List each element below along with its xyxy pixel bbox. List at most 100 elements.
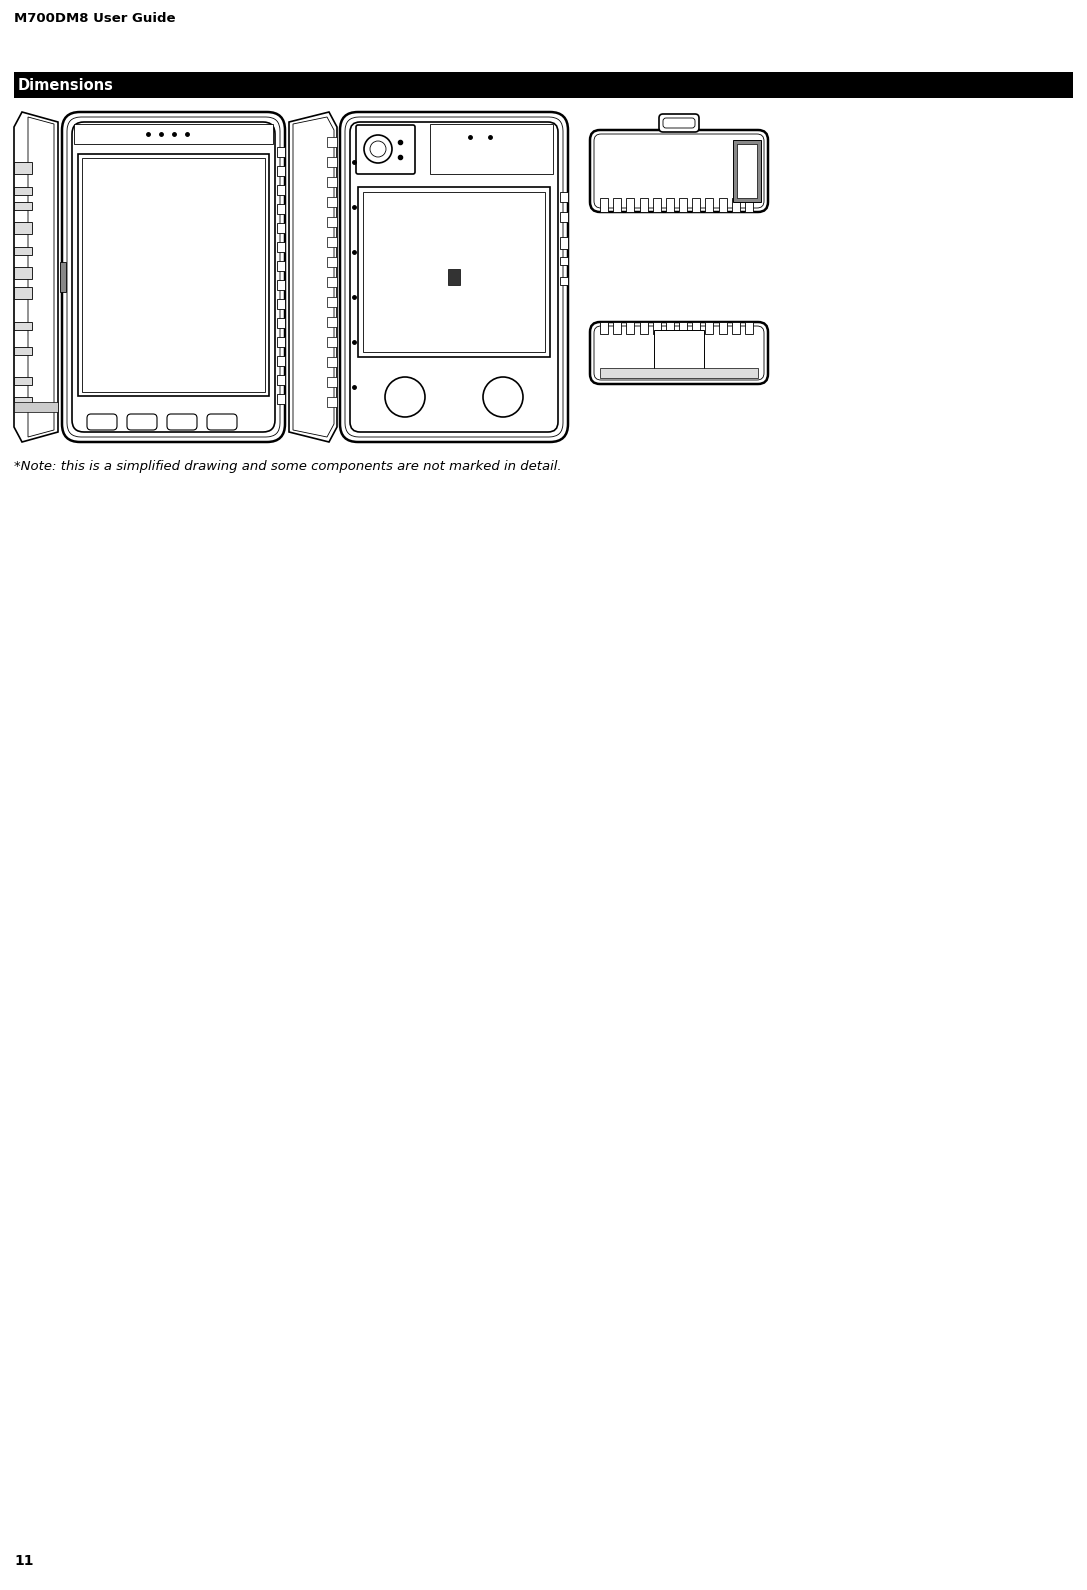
FancyBboxPatch shape: [590, 323, 769, 385]
Bar: [327, 277, 337, 288]
Bar: [277, 146, 285, 157]
Bar: [14, 223, 32, 234]
Bar: [705, 323, 713, 334]
Bar: [14, 267, 32, 278]
Bar: [14, 246, 32, 254]
Bar: [613, 199, 621, 211]
Bar: [737, 145, 757, 199]
Bar: [654, 331, 704, 375]
Bar: [732, 199, 739, 211]
FancyBboxPatch shape: [594, 134, 764, 208]
Bar: [639, 199, 648, 211]
Circle shape: [370, 142, 386, 157]
Bar: [705, 199, 713, 211]
Bar: [600, 323, 608, 334]
Bar: [560, 258, 569, 266]
FancyBboxPatch shape: [87, 413, 117, 429]
Bar: [277, 184, 285, 196]
FancyBboxPatch shape: [345, 118, 563, 437]
Bar: [430, 124, 553, 173]
Bar: [600, 367, 758, 378]
FancyBboxPatch shape: [663, 118, 695, 129]
Bar: [14, 323, 32, 331]
Bar: [74, 124, 273, 145]
Bar: [745, 323, 753, 334]
Bar: [14, 288, 32, 299]
Bar: [679, 199, 687, 211]
Bar: [327, 297, 337, 307]
Bar: [327, 216, 337, 227]
Bar: [327, 358, 337, 367]
Bar: [14, 188, 32, 196]
FancyBboxPatch shape: [127, 413, 157, 429]
Bar: [277, 165, 285, 176]
Bar: [719, 323, 726, 334]
Bar: [78, 154, 268, 396]
Bar: [14, 402, 58, 412]
Bar: [666, 199, 674, 211]
Bar: [277, 204, 285, 215]
Bar: [363, 192, 545, 351]
Bar: [327, 137, 337, 146]
FancyBboxPatch shape: [357, 126, 415, 173]
FancyBboxPatch shape: [72, 122, 275, 432]
Bar: [560, 192, 569, 202]
Bar: [277, 280, 285, 289]
Bar: [600, 199, 608, 211]
Polygon shape: [289, 111, 337, 442]
Bar: [277, 242, 285, 251]
Circle shape: [483, 377, 523, 417]
Bar: [732, 323, 739, 334]
Bar: [277, 375, 285, 385]
Bar: [327, 398, 337, 407]
Bar: [277, 223, 285, 234]
FancyBboxPatch shape: [350, 122, 558, 432]
Bar: [14, 377, 32, 385]
Bar: [327, 176, 337, 188]
Bar: [14, 162, 32, 173]
Bar: [277, 394, 285, 404]
Bar: [277, 337, 285, 347]
Bar: [277, 261, 285, 270]
Bar: [327, 157, 337, 167]
Bar: [14, 72, 1073, 99]
Bar: [639, 323, 648, 334]
Bar: [358, 188, 550, 358]
Bar: [626, 323, 635, 334]
Bar: [327, 197, 337, 207]
Bar: [82, 157, 265, 393]
Bar: [666, 323, 674, 334]
Text: *Note: this is a simplified drawing and some components are not marked in detail: *Note: this is a simplified drawing and …: [14, 460, 562, 472]
Polygon shape: [14, 111, 58, 442]
Bar: [327, 377, 337, 386]
FancyBboxPatch shape: [594, 326, 764, 380]
Bar: [560, 211, 569, 223]
Bar: [327, 337, 337, 347]
Bar: [679, 323, 687, 334]
FancyBboxPatch shape: [67, 118, 280, 437]
Bar: [613, 323, 621, 334]
Bar: [14, 202, 32, 210]
FancyBboxPatch shape: [659, 114, 699, 132]
Bar: [652, 323, 661, 334]
FancyBboxPatch shape: [340, 111, 569, 442]
Text: Dimensions: Dimensions: [18, 78, 114, 92]
Bar: [327, 258, 337, 267]
Bar: [560, 237, 569, 250]
Bar: [277, 299, 285, 308]
Bar: [277, 318, 285, 328]
Bar: [277, 356, 285, 366]
Bar: [626, 199, 635, 211]
Circle shape: [364, 135, 392, 164]
Bar: [14, 398, 32, 405]
FancyBboxPatch shape: [62, 111, 285, 442]
Text: 11: 11: [14, 1553, 34, 1568]
Bar: [327, 237, 337, 246]
FancyBboxPatch shape: [590, 130, 769, 211]
Bar: [692, 323, 700, 334]
FancyBboxPatch shape: [207, 413, 237, 429]
Bar: [14, 347, 32, 355]
Bar: [60, 262, 66, 293]
Bar: [745, 199, 753, 211]
Bar: [692, 199, 700, 211]
